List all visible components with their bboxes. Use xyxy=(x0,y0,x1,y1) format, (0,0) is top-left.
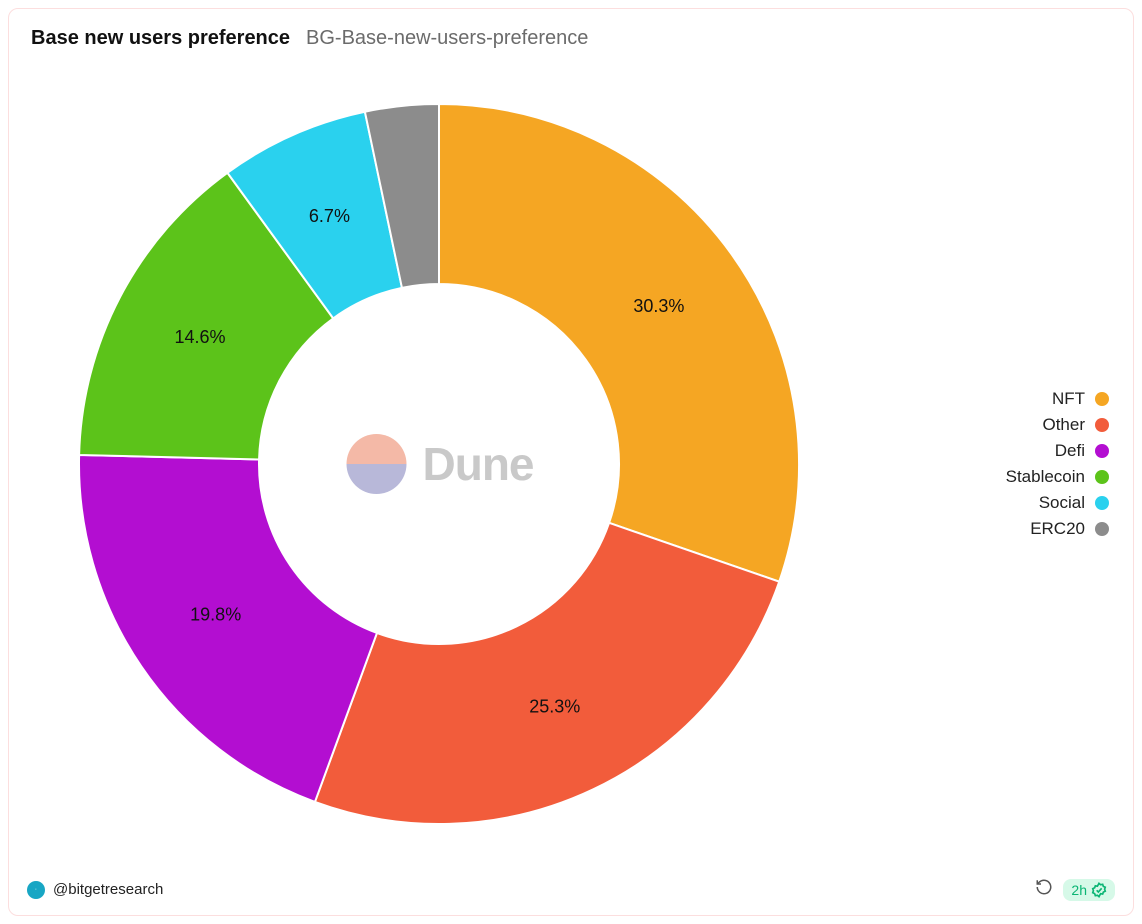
legend-dot-icon xyxy=(1095,470,1109,484)
refresh-button[interactable] xyxy=(1035,878,1053,901)
legend-label: Stablecoin xyxy=(1006,467,1085,487)
slice-label-other: 25.3% xyxy=(529,697,580,717)
donut-slice-other[interactable] xyxy=(315,523,779,824)
legend-item-erc20[interactable]: ERC20 xyxy=(1006,519,1109,539)
age-label: 2h xyxy=(1071,882,1087,898)
card-footer: ∙ @bitgetresearch 2h xyxy=(9,868,1133,915)
legend-label: NFT xyxy=(1052,389,1085,409)
legend-item-defi[interactable]: Defi xyxy=(1006,441,1109,461)
legend-dot-icon xyxy=(1095,496,1109,510)
slice-label-stablecoin: 14.6% xyxy=(174,327,225,347)
legend-label: Social xyxy=(1039,493,1085,513)
slice-label-defi: 19.8% xyxy=(190,605,241,625)
chart-title: Base new users preference xyxy=(31,27,290,50)
slice-label-nft: 30.3% xyxy=(633,296,684,316)
donut-chart-container: 30.3%25.3%19.8%14.6%6.7% Dune xyxy=(9,74,869,854)
check-badge-icon xyxy=(1091,882,1107,898)
legend-item-social[interactable]: Social xyxy=(1006,493,1109,513)
legend-dot-icon xyxy=(1095,522,1109,536)
legend-label: ERC20 xyxy=(1030,519,1085,539)
data-age-badge[interactable]: 2h xyxy=(1063,879,1115,901)
refresh-icon xyxy=(1035,878,1053,896)
chart-area: 30.3%25.3%19.8%14.6%6.7% Dune NFTOtherDe… xyxy=(9,60,1133,868)
legend-item-other[interactable]: Other xyxy=(1006,415,1109,435)
card-header: Base new users preference BG-Base-new-us… xyxy=(9,9,1133,60)
legend-item-nft[interactable]: NFT xyxy=(1006,389,1109,409)
legend-item-stablecoin[interactable]: Stablecoin xyxy=(1006,467,1109,487)
author-handle: @bitgetresearch xyxy=(53,881,163,898)
legend-dot-icon xyxy=(1095,418,1109,432)
legend-label: Defi xyxy=(1055,441,1085,461)
donut-chart: 30.3% 25.3% 19.8% 14.6% 6.7% xyxy=(9,74,869,854)
author-avatar-icon: ∙ xyxy=(27,881,45,899)
legend-label: Other xyxy=(1042,415,1085,435)
chart-legend: NFT Other Defi Stablecoin Social ERC20 xyxy=(1006,389,1109,539)
slice-label-social: 6.7% xyxy=(309,206,350,226)
donut-slice-nft[interactable] xyxy=(439,104,799,582)
donut-slice-defi[interactable] xyxy=(79,455,377,802)
footer-actions: 2h xyxy=(1035,878,1115,901)
legend-dot-icon xyxy=(1095,444,1109,458)
legend-dot-icon xyxy=(1095,392,1109,406)
chart-subtitle: BG-Base-new-users-preference xyxy=(306,27,588,50)
author-link[interactable]: ∙ @bitgetresearch xyxy=(27,881,163,899)
chart-card: Base new users preference BG-Base-new-us… xyxy=(8,8,1134,916)
